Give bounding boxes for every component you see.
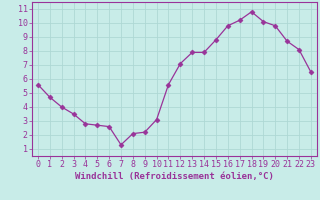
X-axis label: Windchill (Refroidissement éolien,°C): Windchill (Refroidissement éolien,°C) [75,172,274,181]
